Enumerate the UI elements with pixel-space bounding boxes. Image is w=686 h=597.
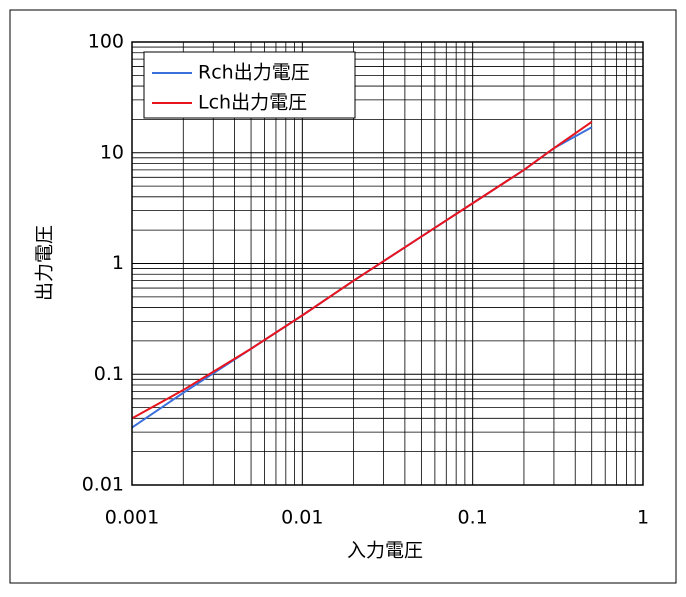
y-axis-label: 出力電圧 bbox=[34, 225, 56, 301]
x-tick-label: 0.001 bbox=[105, 507, 159, 529]
legend-label: Rch出力電圧 bbox=[198, 62, 310, 84]
legend: Rch出力電圧 Lch出力電圧 bbox=[143, 51, 356, 119]
x-tick-label: 0.1 bbox=[458, 507, 488, 529]
plot-area bbox=[131, 41, 644, 486]
x-tick-label: 1 bbox=[637, 507, 649, 529]
legend-label: Lch出力電圧 bbox=[198, 92, 307, 114]
x-axis-label: 入力電圧 bbox=[347, 540, 423, 562]
x-tick-label: 0.01 bbox=[281, 507, 323, 529]
plot-lines bbox=[131, 121, 593, 429]
y-tick-label: 1 bbox=[112, 252, 124, 274]
y-tick-label: 0.01 bbox=[82, 474, 124, 496]
y-tick-label: 0.1 bbox=[94, 363, 124, 385]
y-tick-label: 100 bbox=[88, 31, 124, 53]
legend-box bbox=[143, 51, 356, 119]
series-line bbox=[131, 121, 593, 420]
y-tick-label: 10 bbox=[100, 141, 124, 163]
